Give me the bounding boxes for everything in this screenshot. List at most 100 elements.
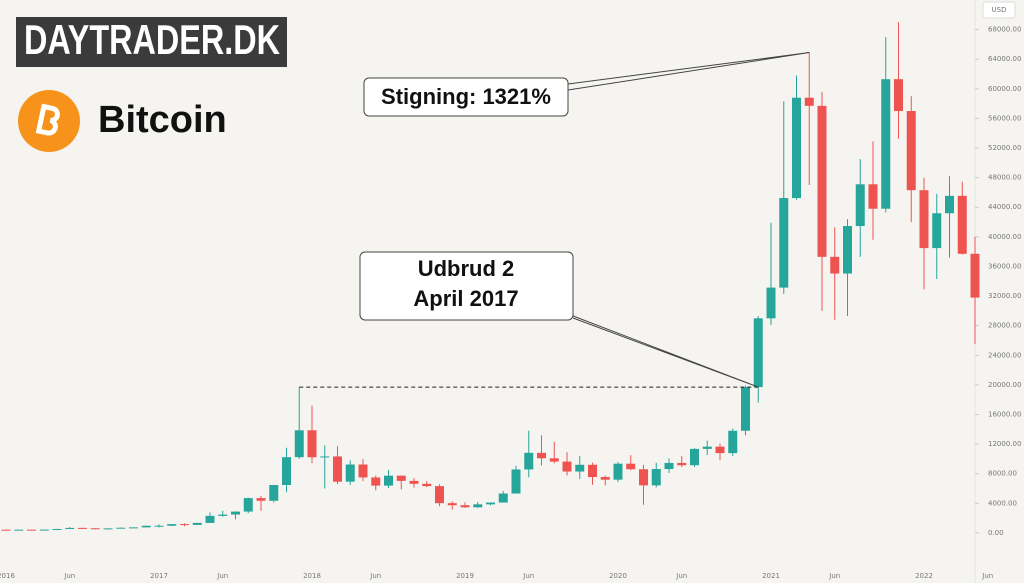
annotation: April 2017: [413, 286, 518, 311]
plot: 0.00 4000.00 8000.00 12000.00 16000.00 20000.…: [0, 22, 1021, 580]
candle-body: [1, 529, 11, 531]
y-tick-label: 64000.00: [988, 55, 1021, 63]
annotation: Stigning: 1321%: [381, 84, 551, 109]
annotation-box: [359, 251, 574, 321]
candle-body: [180, 524, 189, 526]
candle-body: [766, 287, 776, 319]
annotations: Stigning: 1321% Udbrud 2 April 2017: [359, 77, 574, 321]
candle-body: [792, 97, 801, 199]
candle-body: [409, 480, 419, 484]
candle-body: [103, 528, 113, 530]
candle-body: [78, 527, 87, 529]
y-tick-label: 52000.00: [988, 144, 1021, 152]
brand-box: [16, 17, 287, 67]
candle-body: [855, 184, 865, 227]
candle-body: [473, 504, 483, 508]
y-tick-label: 32000.00: [988, 292, 1021, 300]
candle-body: [613, 463, 623, 480]
y-tick-label: 12000.00: [988, 440, 1021, 448]
candle-body: [192, 522, 202, 525]
candle-body: [65, 527, 75, 529]
x-tick-label: Jun: [522, 572, 534, 580]
candle-body: [231, 511, 240, 515]
candle-body: [894, 79, 903, 112]
candle-body: [626, 463, 636, 470]
candle-body: [537, 452, 546, 459]
candle-body: [779, 198, 789, 288]
y-tick-label: 16000.00: [988, 410, 1021, 418]
candle-body: [498, 493, 508, 503]
y-tick-label: 48000.00: [988, 174, 1021, 182]
candle-body: [256, 498, 266, 501]
y-tick-label: 68000.00: [988, 26, 1021, 34]
x-tick-label: Jun: [981, 572, 993, 580]
candle-body: [396, 475, 406, 481]
candle-body: [881, 79, 891, 209]
connector: [567, 52, 810, 91]
chart-title: Bitcoin: [98, 99, 227, 141]
candle-body: [345, 464, 355, 482]
y-tick-label: 8000.00: [988, 470, 1017, 478]
candle-body: [906, 111, 916, 191]
x-tick-label: 2018: [303, 572, 321, 580]
candle-body: [830, 256, 840, 274]
candle-body: [677, 462, 687, 466]
candle-body: [243, 498, 253, 512]
bitcoin-logo: [18, 90, 80, 152]
candle-body: [741, 387, 750, 431]
candle-body: [167, 524, 177, 526]
candle-body: [129, 527, 138, 529]
candle-body: [600, 477, 610, 480]
candle-body: [562, 461, 572, 472]
x-tick-label: 2017: [150, 572, 168, 580]
y-tick-label: 4000.00: [988, 499, 1017, 507]
candle-body: [728, 430, 738, 454]
candle-body: [804, 97, 814, 106]
candle-body: [154, 525, 164, 527]
y-unit: USD: [992, 6, 1007, 14]
candle-body: [549, 458, 559, 462]
candle-body: [435, 486, 444, 504]
x-tick-label: Jun: [216, 572, 228, 580]
x-tick-label: Jun: [828, 572, 840, 580]
y-tick-label: 36000.00: [988, 262, 1021, 270]
connector: [567, 313, 759, 388]
candle-body: [957, 195, 967, 254]
candle-body: [52, 528, 62, 530]
candle-body: [843, 226, 852, 274]
x-tick-label: 2016: [0, 572, 15, 580]
candle-body: [447, 503, 457, 506]
x-tick-label: Jun: [675, 572, 687, 580]
annotation-box: [363, 77, 569, 117]
candle-body: [932, 213, 942, 249]
brand: DAYTRADER.DK: [24, 16, 280, 63]
candle-body: [919, 190, 929, 249]
candle-body: [269, 485, 279, 501]
y-tick-label: 60000.00: [988, 85, 1021, 93]
y-tick-label: 28000.00: [988, 322, 1021, 330]
candle-body: [664, 462, 674, 470]
candle-body: [320, 456, 330, 458]
x-tick-label: 2019: [456, 572, 474, 580]
y-tick-label: 56000.00: [988, 114, 1021, 122]
candle-body: [218, 514, 228, 516]
candle-body: [575, 464, 585, 472]
candle-body: [384, 475, 393, 486]
candle-body: [333, 456, 342, 482]
candle-body: [715, 446, 725, 454]
candle-body: [422, 483, 432, 487]
logo-glyph: [35, 103, 60, 136]
y-tick-label: 24000.00: [988, 351, 1021, 359]
x-tick-label: Jun: [369, 572, 381, 580]
candle-body: [486, 502, 495, 505]
candle-body: [205, 515, 215, 523]
unit-box: [982, 1, 1016, 19]
candle-body: [945, 195, 954, 214]
x-tick-label: Jun: [63, 572, 75, 580]
candle-body: [90, 528, 100, 530]
candle-body: [702, 446, 712, 449]
candle-body: [588, 464, 597, 478]
y-tick-label: 20000.00: [988, 381, 1021, 389]
candle-body: [511, 469, 521, 494]
